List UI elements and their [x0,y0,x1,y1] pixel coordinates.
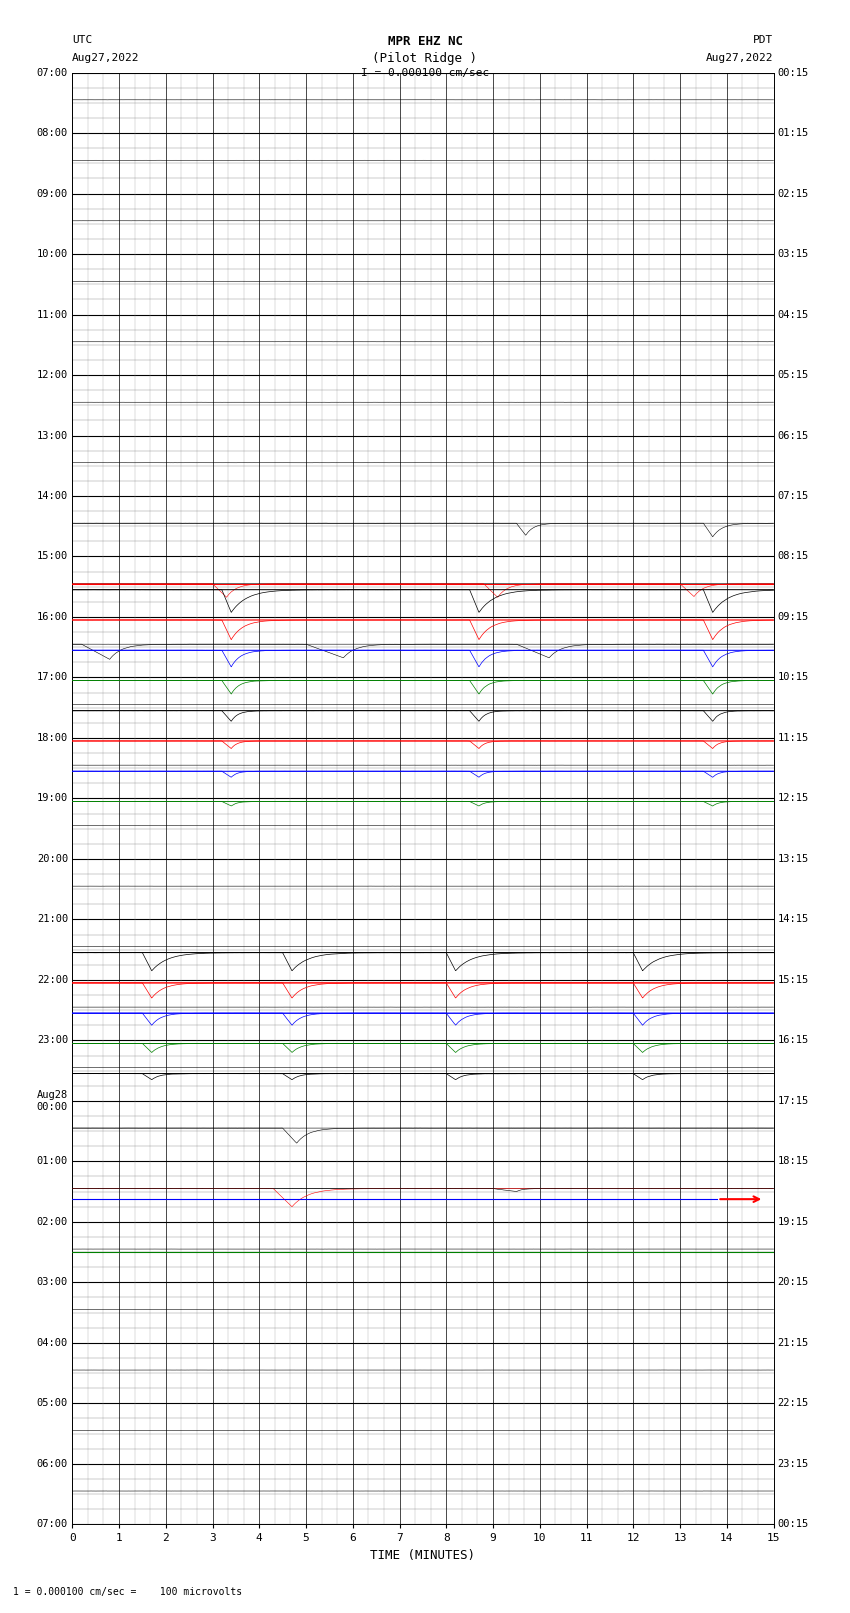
Text: 00:15: 00:15 [778,1519,809,1529]
Text: 21:00: 21:00 [37,915,68,924]
Text: Aug27,2022: Aug27,2022 [706,53,774,63]
Text: 22:15: 22:15 [778,1398,809,1408]
Text: 18:15: 18:15 [778,1157,809,1166]
Text: 23:00: 23:00 [37,1036,68,1045]
Text: 20:00: 20:00 [37,853,68,865]
Text: 18:00: 18:00 [37,732,68,744]
Text: 01:00: 01:00 [37,1157,68,1166]
Text: MPR EHZ NC: MPR EHZ NC [388,35,462,48]
Text: 10:15: 10:15 [778,673,809,682]
Text: 04:15: 04:15 [778,310,809,319]
Text: 02:00: 02:00 [37,1216,68,1227]
Text: 03:00: 03:00 [37,1277,68,1287]
Text: 08:15: 08:15 [778,552,809,561]
Text: 05:15: 05:15 [778,369,809,381]
Text: 21:15: 21:15 [778,1337,809,1348]
Text: 00:15: 00:15 [778,68,809,77]
Text: 01:15: 01:15 [778,127,809,139]
Text: 17:00: 17:00 [37,673,68,682]
Text: 12:00: 12:00 [37,369,68,381]
Text: 20:15: 20:15 [778,1277,809,1287]
Text: 12:15: 12:15 [778,794,809,803]
Text: Aug27,2022: Aug27,2022 [72,53,139,63]
Text: 1 = 0.000100 cm/sec =    100 microvolts: 1 = 0.000100 cm/sec = 100 microvolts [13,1587,242,1597]
Text: 14:15: 14:15 [778,915,809,924]
Text: 08:00: 08:00 [37,127,68,139]
Text: 16:15: 16:15 [778,1036,809,1045]
Text: 09:00: 09:00 [37,189,68,198]
Text: 16:00: 16:00 [37,611,68,623]
Text: 19:15: 19:15 [778,1216,809,1227]
Text: 04:00: 04:00 [37,1337,68,1348]
Text: 19:00: 19:00 [37,794,68,803]
Text: 22:00: 22:00 [37,974,68,986]
Text: 13:15: 13:15 [778,853,809,865]
Text: 23:15: 23:15 [778,1458,809,1469]
Text: 07:15: 07:15 [778,490,809,502]
Text: 06:00: 06:00 [37,1458,68,1469]
Text: (Pilot Ridge ): (Pilot Ridge ) [372,52,478,65]
Text: 14:00: 14:00 [37,490,68,502]
Text: 09:15: 09:15 [778,611,809,623]
Text: I = 0.000100 cm/sec: I = 0.000100 cm/sec [361,68,489,77]
Text: 15:15: 15:15 [778,974,809,986]
Text: 17:15: 17:15 [778,1095,809,1107]
Text: 02:15: 02:15 [778,189,809,198]
Text: 10:00: 10:00 [37,248,68,260]
Text: 11:15: 11:15 [778,732,809,744]
X-axis label: TIME (MINUTES): TIME (MINUTES) [371,1548,475,1561]
Text: 07:00: 07:00 [37,68,68,77]
Text: 11:00: 11:00 [37,310,68,319]
Text: Aug28
00:00: Aug28 00:00 [37,1090,68,1111]
Text: 15:00: 15:00 [37,552,68,561]
Text: 05:00: 05:00 [37,1398,68,1408]
Text: 13:00: 13:00 [37,431,68,440]
Text: PDT: PDT [753,35,774,45]
Text: UTC: UTC [72,35,93,45]
Text: 06:15: 06:15 [778,431,809,440]
Text: 07:00: 07:00 [37,1519,68,1529]
Text: 03:15: 03:15 [778,248,809,260]
